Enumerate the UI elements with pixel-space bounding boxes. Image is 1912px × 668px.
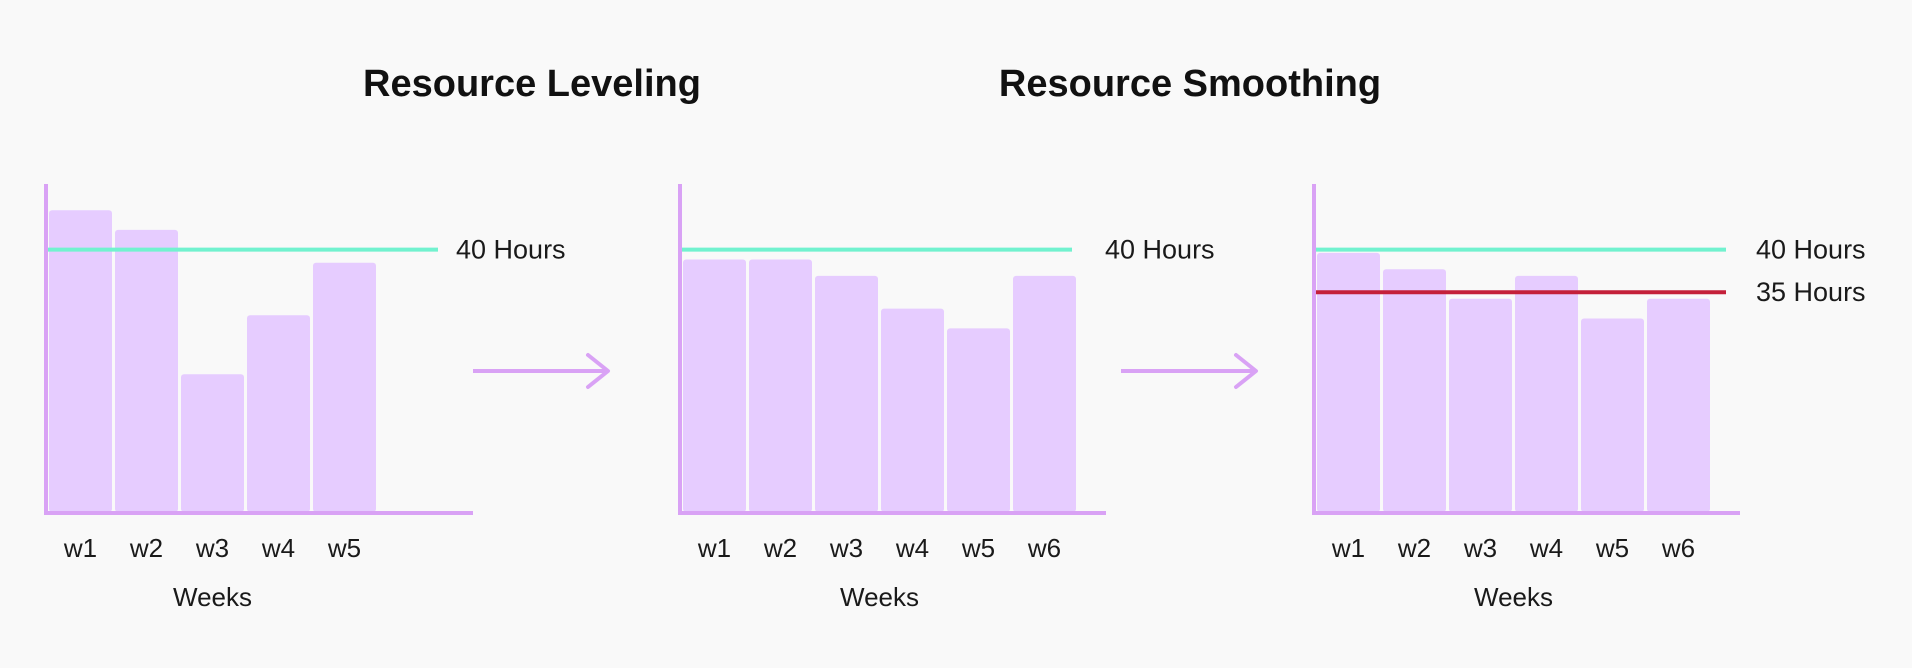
x-axis-title: Weeks (840, 582, 919, 612)
x-tick-label: w4 (895, 533, 929, 563)
x-tick-label: w4 (261, 533, 295, 563)
reference-line-label: 40 Hours (456, 235, 566, 265)
bar-w5 (947, 328, 1010, 512)
bar-w2 (115, 229, 178, 513)
bar-w1 (49, 210, 112, 513)
heading-resource-leveling: Resource Leveling (363, 63, 701, 105)
x-tick-label: w5 (327, 533, 361, 563)
x-tick-label: w5 (1595, 533, 1629, 563)
heading-resource-smoothing: Resource Smoothing (999, 63, 1381, 105)
x-tick-label: w6 (1027, 533, 1061, 563)
bar-w3 (1449, 298, 1512, 512)
x-tick-label: w1 (1331, 533, 1365, 563)
reference-line-label: 40 Hours (1756, 235, 1866, 265)
bar-w3 (181, 374, 244, 512)
x-tick-label: w1 (63, 533, 97, 563)
x-tick-label: w2 (129, 533, 163, 563)
bar-w3 (815, 275, 878, 512)
x-tick-label: w4 (1529, 533, 1563, 563)
x-tick-label: w2 (1397, 533, 1431, 563)
chart-after-leveling: 40 Hours w1 w2 w3 w4 w5 w6 Weeks (678, 184, 1215, 612)
x-tick-label: w3 (195, 533, 229, 563)
x-tick-label: w2 (763, 533, 797, 563)
arrow-icon (1121, 353, 1258, 389)
x-tick-label: w1 (697, 533, 731, 563)
x-tick-label: w6 (1661, 533, 1695, 563)
bar-w4 (1515, 275, 1578, 512)
bar-w6 (1013, 275, 1076, 512)
chart-before-leveling: 40 Hours w1 w2 w3 w4 w5 Weeks (44, 184, 566, 612)
bar-w4 (247, 315, 310, 512)
chart-after-smoothing: 40 Hours 35 Hours w1 w2 w3 w4 w5 w6 Weeks (1312, 184, 1866, 612)
reference-line-label: 35 Hours (1756, 277, 1866, 307)
bar-w2 (749, 259, 812, 512)
bar-w5 (1581, 318, 1644, 512)
bar-w4 (881, 308, 944, 512)
arrow-icon (473, 353, 610, 389)
bar-w1 (1317, 252, 1380, 512)
reference-line-label: 40 Hours (1105, 235, 1215, 265)
bar-w1 (683, 259, 746, 512)
x-axis-title: Weeks (173, 582, 252, 612)
bar-w6 (1647, 298, 1710, 512)
x-tick-label: w5 (961, 533, 995, 563)
x-tick-label: w3 (1463, 533, 1497, 563)
x-axis-title: Weeks (1474, 582, 1553, 612)
x-tick-label: w3 (829, 533, 863, 563)
bar-w2 (1383, 269, 1446, 512)
bar-w5 (313, 262, 376, 512)
